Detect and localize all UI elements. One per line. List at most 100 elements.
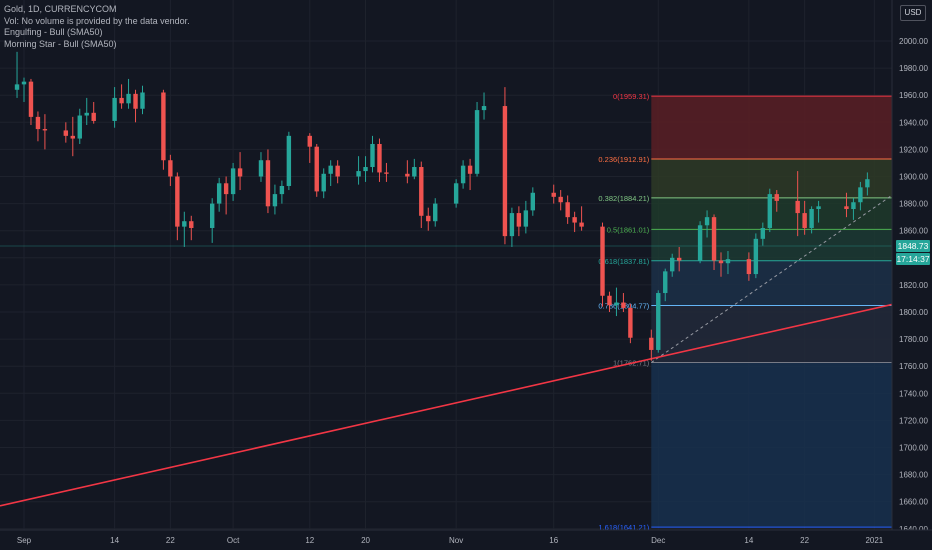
candle xyxy=(35,111,41,142)
candle-body xyxy=(558,196,563,203)
candle xyxy=(621,293,626,312)
candle xyxy=(474,101,480,177)
candle xyxy=(161,89,166,170)
candle xyxy=(265,149,271,214)
candle xyxy=(802,200,807,235)
candle xyxy=(579,206,584,231)
candle xyxy=(168,154,173,186)
price-tick-label: 1800.00 xyxy=(899,308,928,317)
candle-body xyxy=(579,222,584,227)
time-tick-label: 22 xyxy=(800,536,809,545)
price-tick-label: 1920.00 xyxy=(899,145,928,154)
time-tick-label: Sep xyxy=(17,536,32,545)
candle xyxy=(572,211,577,233)
candle-body xyxy=(851,202,856,210)
candle xyxy=(377,138,382,182)
candle xyxy=(237,152,243,191)
support-trendline xyxy=(0,303,893,507)
candle xyxy=(704,210,710,238)
candle-body xyxy=(753,238,759,275)
candle-body xyxy=(865,179,870,188)
candle xyxy=(676,246,682,272)
candle-body xyxy=(670,257,675,272)
candle-body xyxy=(467,165,473,174)
candle-body xyxy=(14,84,20,90)
candle xyxy=(523,200,529,234)
candle-body xyxy=(460,165,466,184)
time-tick-label: 14 xyxy=(744,536,753,545)
price-tick-label: 1640.00 xyxy=(899,525,928,534)
fib-level-label: 0.618(1837.81) xyxy=(598,257,649,266)
time-tick-label: Nov xyxy=(449,536,463,545)
candle xyxy=(551,184,556,204)
indicator-morning-star[interactable]: Morning Star - Bull (SMA50) xyxy=(4,38,117,49)
candle-body xyxy=(767,194,772,228)
indicator-engulfing[interactable]: Engulfing - Bull (SMA50) xyxy=(4,27,103,37)
candle-body xyxy=(328,165,333,174)
candle-body xyxy=(725,259,731,264)
candle xyxy=(42,114,48,150)
candle-body xyxy=(530,192,536,211)
candle-body xyxy=(516,213,522,227)
candle-body xyxy=(223,183,229,195)
candle xyxy=(412,158,417,180)
candle xyxy=(28,78,34,126)
candle xyxy=(426,207,431,231)
price-tick-label: 1880.00 xyxy=(899,200,928,209)
candle xyxy=(258,152,264,182)
candle xyxy=(774,190,779,212)
candle-body xyxy=(230,168,236,195)
candle xyxy=(314,143,319,197)
price-tick-label: 1940.00 xyxy=(899,118,928,127)
candle-body xyxy=(161,92,166,161)
candle-body xyxy=(711,217,717,261)
candle-body xyxy=(746,259,752,275)
price-tick-label: 1740.00 xyxy=(899,389,928,398)
candle-body xyxy=(216,183,222,204)
candle xyxy=(126,78,131,109)
currency-button[interactable]: USD xyxy=(900,5,926,21)
fib-level-label: 0.236(1912.91) xyxy=(598,155,649,164)
candle xyxy=(140,85,145,115)
candle xyxy=(509,207,515,247)
candle-body xyxy=(168,160,173,177)
candle xyxy=(272,184,278,215)
candle-body xyxy=(649,337,654,350)
candle xyxy=(328,160,333,186)
symbol-title[interactable]: Gold, 1D, CURRENCYCOM xyxy=(4,4,117,14)
candle-body xyxy=(509,213,515,237)
candle-body xyxy=(126,93,131,104)
time-tick-label: 22 xyxy=(166,536,175,545)
volume-note: Vol: No volume is provided by the data v… xyxy=(4,15,190,26)
candle-body xyxy=(676,257,682,261)
candle-body xyxy=(42,129,48,131)
candle-body xyxy=(258,160,264,177)
candle-body xyxy=(523,210,529,227)
price-tick-label: 1860.00 xyxy=(899,227,928,236)
candle xyxy=(405,160,410,184)
candle xyxy=(530,187,536,216)
candle xyxy=(63,122,69,143)
candle xyxy=(851,198,856,220)
candle xyxy=(370,135,375,173)
candle xyxy=(725,251,731,275)
candle-body xyxy=(119,97,124,104)
candle xyxy=(84,97,89,126)
candle-body xyxy=(412,167,417,177)
candle xyxy=(119,84,124,109)
candle-body xyxy=(572,217,577,223)
candle-body xyxy=(209,203,215,228)
candle xyxy=(182,211,187,247)
candle xyxy=(753,233,759,279)
candle-body xyxy=(370,143,375,168)
candle-body xyxy=(551,192,556,197)
candle xyxy=(14,51,20,98)
candle-body xyxy=(718,260,724,264)
candle-body xyxy=(405,173,410,177)
candle-body xyxy=(816,206,821,210)
bar-countdown-label: 17:14:37 xyxy=(896,252,930,265)
time-tick-label: 14 xyxy=(110,536,119,545)
fib-level-label: 0.382(1884.21) xyxy=(598,194,649,203)
price-axis xyxy=(892,0,932,550)
